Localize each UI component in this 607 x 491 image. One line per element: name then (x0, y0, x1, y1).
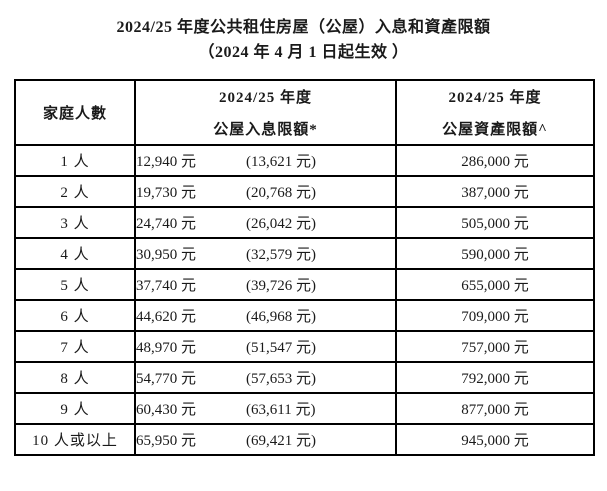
income-limit-bracket-value: (51,547 元) (246, 340, 316, 356)
table-row: 3 人 24,740 元 (26,042 元) 505,000 元 (14, 206, 595, 239)
asset-limit-value: 877,000 元 (461, 402, 529, 418)
income-limit-value: 37,740 元 (136, 278, 197, 294)
household-size-value: 10 人或以上 (32, 433, 118, 449)
asset-limit-cell: 387,000 元 (395, 175, 595, 208)
household-size-cell: 8 人 (14, 361, 136, 394)
asset-limit-value: 757,000 元 (461, 340, 529, 356)
asset-limit-value: 709,000 元 (461, 309, 529, 325)
household-size-cell: 10 人或以上 (14, 423, 136, 456)
table-row: 7 人 48,970 元 (51,547 元) 757,000 元 (14, 330, 595, 363)
table-row: 10 人或以上 65,950 元 (69,421 元) 945,000 元 (14, 423, 595, 456)
income-limit-bracket-value: (20,768 元) (246, 185, 316, 201)
household-size-value: 2 人 (60, 185, 90, 201)
household-size-cell: 4 人 (14, 237, 136, 270)
asset-limit-cell: 286,000 元 (395, 144, 595, 177)
asset-limit-cell: 792,000 元 (395, 361, 595, 394)
household-size-value: 8 人 (60, 371, 90, 387)
asset-limit-cell: 709,000 元 (395, 299, 595, 332)
income-limit-cell: 30,950 元 (32,579 元) (134, 237, 397, 270)
asset-limit-cell: 505,000 元 (395, 206, 595, 239)
income-limit-value: 48,970 元 (136, 340, 197, 356)
household-size-cell: 6 人 (14, 299, 136, 332)
household-size-cell: 1 人 (14, 144, 136, 177)
header-income-label: 公屋入息限額* (213, 122, 318, 138)
income-limit-bracket-value: (26,042 元) (246, 216, 316, 232)
page-title: 2024/25 年度公共租住房屋（公屋）入息和資產限額 （2024 年 4 月 … (0, 15, 607, 65)
housing-limits-table: 家庭人數 2024/25 年度 公屋入息限額* 2024/25 年度 公屋資產限… (14, 79, 595, 456)
asset-limit-value: 792,000 元 (461, 371, 529, 387)
household-size-value: 1 人 (60, 154, 90, 170)
income-limit-cell: 54,770 元 (57,653 元) (134, 361, 397, 394)
income-limit-cell: 65,950 元 (69,421 元) (134, 423, 397, 456)
income-limit-bracket-value: (46,968 元) (246, 309, 316, 325)
header-income-year: 2024/25 年度 (219, 90, 312, 106)
household-size-cell: 9 人 (14, 392, 136, 425)
asset-limit-value: 505,000 元 (461, 216, 529, 232)
household-size-value: 6 人 (60, 309, 90, 325)
household-size-value: 4 人 (60, 247, 90, 263)
household-size-cell: 3 人 (14, 206, 136, 239)
header-household-size: 家庭人數 (14, 79, 136, 146)
page-title-line1: 2024/25 年度公共租住房屋（公屋）入息和資產限額 (116, 19, 491, 36)
income-limit-bracket-value: (69,421 元) (246, 433, 316, 449)
income-limit-bracket-value: (57,653 元) (246, 371, 316, 387)
asset-limit-cell: 757,000 元 (395, 330, 595, 363)
income-limit-value: 19,730 元 (136, 185, 197, 201)
asset-limit-cell: 877,000 元 (395, 392, 595, 425)
asset-limit-cell: 945,000 元 (395, 423, 595, 456)
income-limit-cell: 60,430 元 (63,611 元) (134, 392, 397, 425)
income-limit-value: 65,950 元 (136, 433, 197, 449)
asset-limit-value: 590,000 元 (461, 247, 529, 263)
page-title-line2: （2024 年 4 月 1 日起生效 ） (198, 44, 409, 61)
asset-limit-value: 945,000 元 (461, 433, 529, 449)
income-limit-cell: 37,740 元 (39,726 元) (134, 268, 397, 301)
income-limit-bracket-value: (32,579 元) (246, 247, 316, 263)
asset-limit-cell: 590,000 元 (395, 237, 595, 270)
header-row: 家庭人數 2024/25 年度 公屋入息限額* 2024/25 年度 公屋資產限… (14, 79, 595, 146)
income-limit-value: 54,770 元 (136, 371, 197, 387)
header-household-label: 家庭人數 (42, 106, 107, 122)
table-row: 5 人 37,740 元 (39,726 元) 655,000 元 (14, 268, 595, 301)
table-row: 4 人 30,950 元 (32,579 元) 590,000 元 (14, 237, 595, 270)
income-limit-cell: 44,620 元 (46,968 元) (134, 299, 397, 332)
income-limit-cell: 48,970 元 (51,547 元) (134, 330, 397, 363)
header-income-limit: 2024/25 年度 公屋入息限額* (134, 79, 397, 146)
table-row: 2 人 19,730 元 (20,768 元) 387,000 元 (14, 175, 595, 208)
income-limit-cell: 24,740 元 (26,042 元) (134, 206, 397, 239)
header-asset-limit: 2024/25 年度 公屋資產限額^ (395, 79, 595, 146)
household-size-cell: 7 人 (14, 330, 136, 363)
table-row: 9 人 60,430 元 (63,611 元) 877,000 元 (14, 392, 595, 425)
household-size-value: 7 人 (60, 340, 90, 356)
asset-limit-value: 655,000 元 (461, 278, 529, 294)
asset-limit-value: 286,000 元 (461, 154, 529, 170)
table-row: 1 人 12,940 元 (13,621 元) 286,000 元 (14, 144, 595, 177)
asset-limit-value: 387,000 元 (461, 185, 529, 201)
income-limit-value: 30,950 元 (136, 247, 197, 263)
table-row: 8 人 54,770 元 (57,653 元) 792,000 元 (14, 361, 595, 394)
income-limit-bracket-value: (39,726 元) (246, 278, 316, 294)
asset-limit-cell: 655,000 元 (395, 268, 595, 301)
table-row: 6 人 44,620 元 (46,968 元) 709,000 元 (14, 299, 595, 332)
income-limit-value: 60,430 元 (136, 402, 197, 418)
household-size-value: 9 人 (60, 402, 90, 418)
header-asset-label: 公屋資產限額^ (442, 122, 548, 138)
header-asset-year: 2024/25 年度 (448, 90, 542, 106)
income-limit-value: 44,620 元 (136, 309, 197, 325)
household-size-cell: 5 人 (14, 268, 136, 301)
income-limit-value: 12,940 元 (136, 154, 197, 170)
income-limit-cell: 12,940 元 (13,621 元) (134, 144, 397, 177)
household-size-value: 5 人 (60, 278, 90, 294)
income-limit-cell: 19,730 元 (20,768 元) (134, 175, 397, 208)
income-limit-bracket-value: (63,611 元) (246, 402, 316, 418)
household-size-cell: 2 人 (14, 175, 136, 208)
income-limit-value: 24,740 元 (136, 216, 197, 232)
income-limit-bracket-value: (13,621 元) (246, 154, 316, 170)
household-size-value: 3 人 (60, 216, 90, 232)
